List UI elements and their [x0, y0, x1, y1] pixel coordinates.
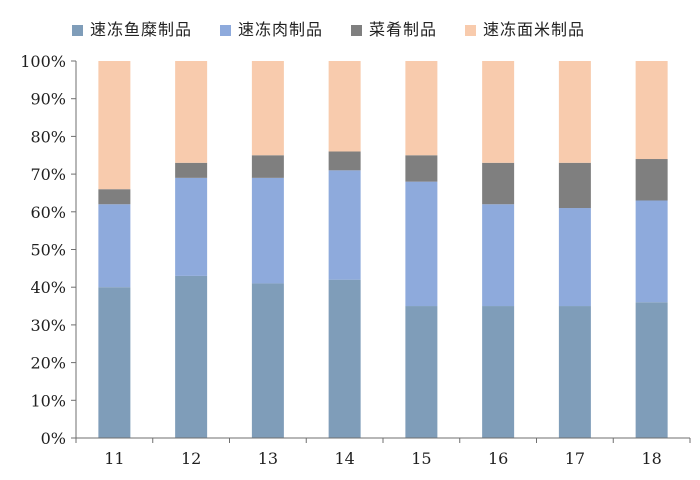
y-tick-label-60%: 60%: [30, 203, 66, 222]
bar-13-series-0: [251, 283, 284, 438]
legend-label-meat-products: 速冻肉制品: [238, 20, 324, 39]
legend-swatch-noodle-rice: [465, 24, 477, 36]
legend-label-noodle-rice: 速冻面米制品: [483, 20, 586, 39]
bar-13-series-3: [251, 61, 284, 156]
chart-legend: 速冻鱼糜制品 速冻肉制品 菜肴制品 速冻面米制品: [72, 22, 686, 38]
legend-label-fish-paste: 速冻鱼糜制品: [90, 20, 193, 39]
legend-label-dishes: 菜肴制品: [369, 20, 438, 39]
y-tick-label-40%: 40%: [30, 278, 66, 297]
x-tick-label-16: 16: [488, 449, 508, 468]
bar-14-series-1: [328, 170, 361, 280]
bar-12-series-3: [175, 61, 208, 163]
x-tick-label-18: 18: [641, 449, 661, 468]
y-tick-label-50%: 50%: [30, 241, 66, 260]
bar-11-series-0: [98, 287, 131, 438]
bar-15-series-2: [405, 155, 438, 182]
bar-13-series-1: [251, 177, 284, 284]
legend-swatch-fish-paste: [72, 24, 83, 36]
bar-17-series-0: [558, 306, 591, 438]
legend-swatch-meat-products: [220, 24, 232, 36]
bar-11-series-1: [98, 204, 131, 288]
bar-14-series-2: [328, 151, 361, 171]
bar-18-series-1: [635, 200, 668, 303]
bar-16-series-2: [482, 162, 515, 205]
y-tick-label-30%: 30%: [30, 316, 66, 335]
x-tick-label-14: 14: [334, 449, 354, 468]
bar-13-series-2: [251, 155, 284, 178]
bar-14-series-0: [328, 279, 361, 438]
legend-swatch-dishes: [351, 24, 363, 36]
y-tick-label-100%: 100%: [20, 52, 66, 71]
bar-17-series-3: [558, 61, 591, 163]
bar-15-series-1: [405, 181, 438, 307]
legend-item-noodle-rice: 速冻面米制品: [465, 22, 585, 38]
bar-12-series-1: [175, 177, 208, 276]
bar-15-series-0: [405, 306, 438, 438]
y-tick-label-80%: 80%: [30, 127, 66, 146]
x-tick-label-17: 17: [565, 449, 585, 468]
bar-11-series-2: [98, 189, 131, 205]
bar-17-series-1: [558, 208, 591, 307]
bar-18-series-0: [635, 302, 668, 438]
legend-item-fish-paste: 速冻鱼糜制品: [72, 22, 192, 38]
legend-item-meat-products: 速冻肉制品: [220, 22, 323, 38]
bar-16-series-0: [482, 306, 515, 438]
bar-16-series-1: [482, 204, 515, 307]
bar-17-series-2: [558, 162, 591, 209]
x-tick-label-12: 12: [181, 449, 201, 468]
x-tick-label-11: 11: [104, 449, 124, 468]
legend-item-dishes: 菜肴制品: [351, 22, 437, 38]
bar-18-series-3: [635, 61, 668, 160]
x-tick-label-13: 13: [258, 449, 278, 468]
y-tick-label-90%: 90%: [30, 90, 66, 109]
bar-15-series-3: [405, 61, 438, 156]
bar-12-series-2: [175, 162, 208, 178]
y-tick-label-10%: 10%: [30, 391, 66, 410]
bar-12-series-0: [175, 275, 208, 438]
x-tick-label-15: 15: [411, 449, 431, 468]
bar-16-series-3: [482, 61, 515, 163]
bar-14-series-3: [328, 61, 361, 152]
y-tick-label-20%: 20%: [30, 354, 66, 373]
bar-18-series-2: [635, 159, 668, 201]
y-tick-label-70%: 70%: [30, 165, 66, 184]
y-tick-label-0%: 0%: [41, 429, 66, 448]
bar-11-series-3: [98, 61, 131, 190]
